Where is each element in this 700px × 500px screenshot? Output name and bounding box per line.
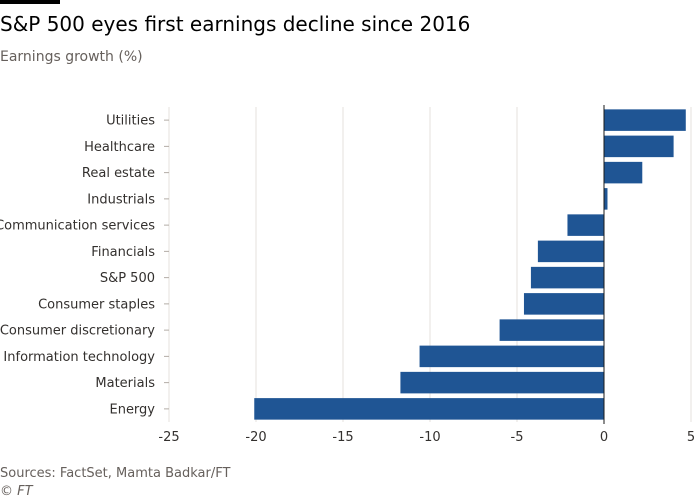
- bar-consumer-discretionary: [499, 319, 604, 341]
- chart-subtitle: Earnings growth (%): [0, 49, 143, 65]
- x-tick-label: 0: [600, 430, 608, 445]
- x-tick-label: -25: [158, 430, 179, 445]
- ft-top-rule: [0, 0, 60, 4]
- x-tick-label: -5: [511, 430, 524, 445]
- bar-information-technology: [419, 345, 604, 368]
- category-label: Real estate: [82, 166, 155, 181]
- category-label: Financials: [91, 245, 155, 260]
- category-label: S&P 500: [100, 271, 155, 286]
- category-label: Information technology: [3, 350, 155, 365]
- bar-financials: [537, 240, 604, 263]
- x-tick-label: -20: [245, 430, 266, 445]
- bar-industrials: [604, 188, 608, 210]
- bar-chart: -25 -20 -15 -10 -5 0 5 Utilities Healthcare Real …: [0, 105, 695, 445]
- x-tick-label: 5: [687, 430, 695, 445]
- bar-real-estate: [604, 161, 643, 184]
- category-label: Healthcare: [84, 140, 155, 155]
- x-tick-label: -10: [419, 430, 440, 445]
- chart-title: S&P 500 eyes first earnings decline sinc…: [0, 12, 471, 36]
- bar-healthcare: [604, 135, 674, 158]
- category-label: Consumer discretionary: [0, 324, 155, 339]
- category-label: Materials: [95, 376, 155, 391]
- bar-utilities: [604, 109, 686, 131]
- bar-consumer-staples: [523, 293, 604, 315]
- bar-energy: [254, 398, 604, 420]
- source-note: Sources: FactSet, Mamta Badkar/FT: [0, 466, 231, 481]
- bar-communication-services: [567, 214, 604, 236]
- copyright-credit: © FT: [0, 484, 33, 499]
- category-label: Communication services: [0, 219, 155, 234]
- category-label: Utilities: [106, 114, 155, 129]
- category-label: Consumer staples: [38, 297, 155, 312]
- x-tick-label: -15: [332, 430, 353, 445]
- bar-s-p-500: [530, 266, 604, 289]
- bar-materials: [400, 371, 604, 394]
- category-label: Industrials: [87, 192, 155, 207]
- category-label: Energy: [109, 402, 155, 417]
